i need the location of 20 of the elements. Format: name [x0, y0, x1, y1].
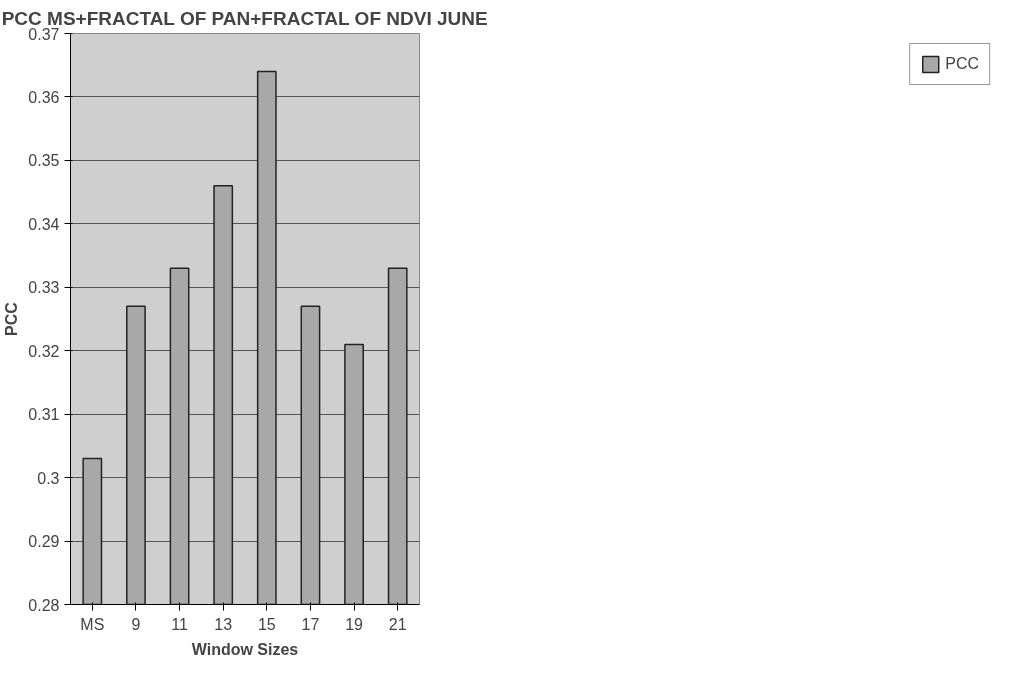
y-tick-label: 0.34 — [28, 215, 60, 233]
y-tick-label: 0.31 — [28, 406, 60, 424]
x-tick-label: 15 — [257, 615, 276, 633]
x-axis-title: Window Sizes — [191, 640, 299, 658]
y-tick-label: 0.28 — [28, 596, 60, 614]
x-tick-label: 17 — [301, 615, 320, 633]
legend-label: PCC — [945, 55, 979, 73]
x-tick-label: 11 — [171, 615, 188, 633]
y-tick-label: 0.35 — [28, 152, 60, 170]
y-tick-label: 0.33 — [28, 279, 60, 297]
y-tick-label: 0.3 — [37, 469, 60, 487]
x-tick-label: MS — [80, 615, 105, 633]
x-tick-label: 21 — [388, 615, 407, 633]
x-tick-label: 19 — [345, 615, 364, 633]
x-tick-label: 13 — [214, 615, 233, 633]
y-tick-label: 0.32 — [28, 342, 60, 360]
y-tick-label: 0.29 — [28, 533, 60, 551]
x-tick-label: 9 — [131, 615, 141, 633]
y-tick-label: 0.36 — [28, 88, 60, 106]
y-axis-title: PCC — [3, 301, 21, 336]
